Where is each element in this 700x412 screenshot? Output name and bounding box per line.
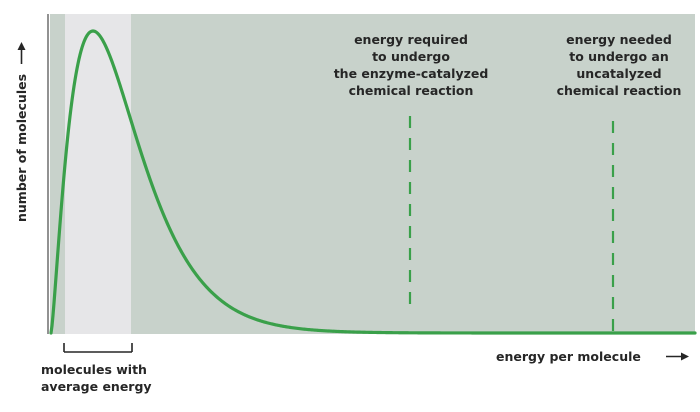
uncatalyzed-label-line-4: chemical reaction (557, 83, 682, 98)
average-energy-label-line-2: average energy (41, 379, 152, 394)
average-energy-band (65, 14, 131, 334)
enzyme-label-line-4: chemical reaction (349, 83, 474, 98)
y-axis-label-group: number of molecules (14, 42, 29, 222)
distribution-curve (49, 29, 697, 335)
enzyme-label-line-1: energy required (354, 32, 468, 47)
enzyme-label-line-3: the enzyme-catalyzed (334, 66, 489, 81)
x-axis-label: energy per molecule (496, 349, 641, 364)
average-energy-label-line-1: molecules with (41, 362, 147, 377)
arrow-up-icon (17, 42, 26, 64)
y-axis-label: number of molecules (14, 74, 29, 222)
average-energy-bracket (63, 343, 133, 353)
uncatalyzed-threshold-label: energy needed to undergo an uncatalyzed … (557, 32, 682, 98)
enzyme-threshold-label: energy required to undergo the enzyme-ca… (334, 32, 489, 98)
arrow-right-icon (666, 352, 689, 361)
uncatalyzed-label-line-2: to undergo an (569, 49, 669, 64)
uncatalyzed-label-line-1: energy needed (566, 32, 672, 47)
plot-background (50, 14, 695, 334)
uncatalyzed-label-line-3: uncatalyzed (576, 66, 661, 81)
enzyme-label-line-2: to undergo (372, 49, 450, 64)
